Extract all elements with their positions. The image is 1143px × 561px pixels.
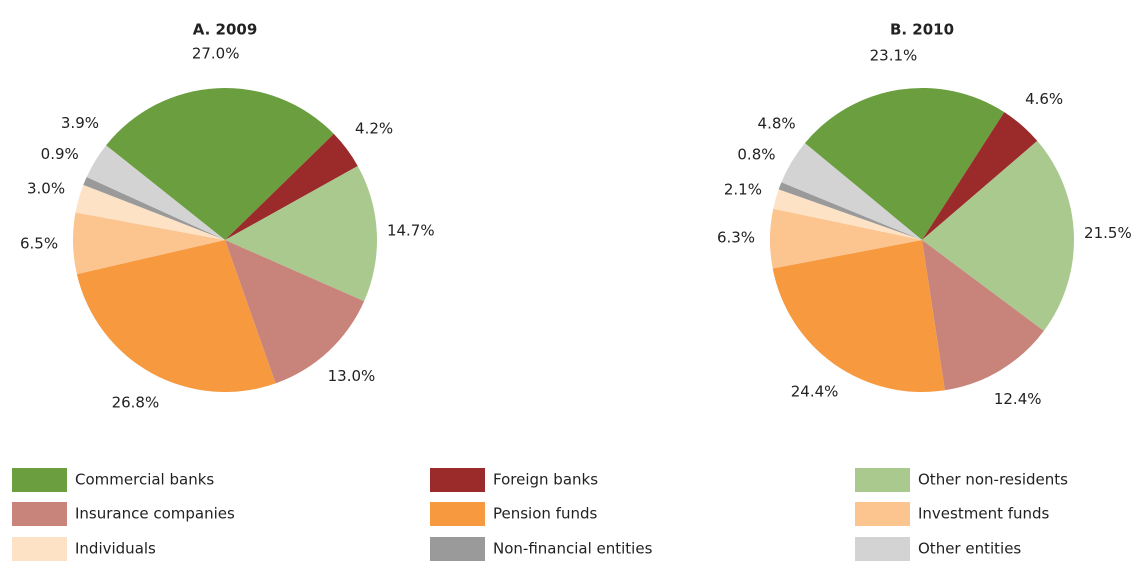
legend-swatch	[855, 468, 910, 492]
chart-title: A. 2009	[193, 21, 258, 39]
legend-swatch	[430, 537, 485, 561]
pie-slice	[73, 212, 225, 275]
slice-label: 4.6%	[1025, 90, 1063, 108]
pie-slice	[922, 112, 1038, 240]
pie-slice	[76, 240, 276, 392]
pie-slice	[778, 182, 922, 240]
slice-label: 3.0%	[27, 180, 65, 198]
legend-swatch	[430, 468, 485, 492]
legend-swatch	[12, 502, 67, 526]
slice-label: 3.9%	[61, 114, 99, 132]
pie-slice	[781, 143, 922, 240]
legend-label: Insurance companies	[75, 505, 235, 523]
pie-slice	[75, 184, 225, 240]
legend-swatch	[12, 537, 67, 561]
legend-label: Other non-residents	[918, 471, 1068, 489]
legend-swatch	[430, 502, 485, 526]
slice-label: 6.3%	[717, 229, 755, 247]
legend-label: Pension funds	[493, 505, 597, 523]
legend-label: Individuals	[75, 540, 156, 558]
slice-label: 27.0%	[192, 45, 240, 63]
pie-slice	[106, 88, 334, 240]
slice-label: 4.2%	[355, 119, 393, 137]
slice-label: 26.8%	[112, 393, 160, 411]
slice-label: 0.9%	[41, 145, 79, 163]
legend-label: Other entities	[918, 540, 1021, 558]
slice-label: 13.0%	[328, 367, 376, 385]
pie-slice	[804, 88, 1005, 240]
pie-slice	[225, 240, 365, 384]
slice-label: 23.1%	[870, 47, 918, 65]
legend-swatch	[855, 537, 910, 561]
pie-slice	[83, 177, 225, 240]
slice-label: 24.4%	[791, 382, 839, 400]
slice-label: 6.5%	[20, 235, 58, 253]
slice-label: 12.4%	[994, 390, 1042, 408]
pie-slice	[770, 208, 922, 269]
slice-label: 2.1%	[724, 180, 762, 198]
pie-slice	[772, 240, 945, 392]
legend-label: Non-financial entities	[493, 540, 653, 558]
pie-slice	[86, 145, 225, 240]
legend-label: Commercial banks	[75, 471, 214, 489]
legend-label: Foreign banks	[493, 471, 598, 489]
pie-slice	[773, 189, 922, 240]
slice-label: 14.7%	[387, 222, 435, 240]
slice-label: 4.8%	[758, 115, 796, 133]
legend-swatch	[12, 468, 67, 492]
slice-label: 0.8%	[737, 146, 775, 164]
chart-title: B. 2010	[890, 21, 954, 39]
pie-slice	[922, 240, 1044, 391]
slice-label: 21.5%	[1084, 224, 1132, 242]
pie-slice	[225, 165, 377, 302]
legend-swatch	[855, 502, 910, 526]
pie-slice	[922, 140, 1074, 331]
legend-label: Investment funds	[918, 505, 1050, 523]
pie-slice	[225, 133, 358, 240]
